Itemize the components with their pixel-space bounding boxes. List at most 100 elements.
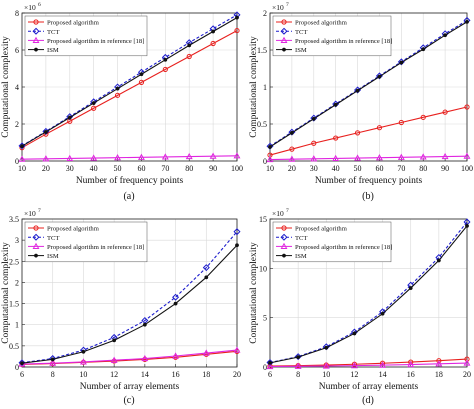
legend-marker-proposed xyxy=(281,19,287,25)
data-point-proposed xyxy=(138,79,145,85)
axis-exponent: 7 xyxy=(286,2,289,8)
series-line-ism xyxy=(21,244,238,364)
data-point-ref18 xyxy=(18,155,26,162)
legend-label-ism: ISM xyxy=(47,253,59,260)
data-point-ism xyxy=(443,33,448,38)
x-tick-label: 8 xyxy=(51,370,55,379)
legend-label-tct: TCT xyxy=(47,235,59,242)
legend-label-ref18: Proposed algorithm in reference [18] xyxy=(295,38,392,45)
data-point-ref18 xyxy=(266,155,274,163)
data-point-tct xyxy=(172,293,180,301)
y-tick-label: 0 xyxy=(263,363,267,372)
data-point-ism xyxy=(465,223,469,228)
series-line-proposed xyxy=(269,106,468,156)
data-point-ism xyxy=(289,130,294,135)
data-point-proposed xyxy=(210,40,216,47)
x-tick-label: 8 xyxy=(296,370,300,379)
panel-caption: (d) xyxy=(362,395,374,406)
series-ism xyxy=(20,15,239,149)
y-tick-label: 0 xyxy=(15,363,19,372)
legend-marker-ref18 xyxy=(32,242,40,249)
y-axis-title: Computational complexity xyxy=(249,36,259,138)
x-tick-label: 40 xyxy=(332,164,340,173)
legend-marker-tct xyxy=(280,27,288,35)
axis-exponent-base: ×10 xyxy=(24,209,36,218)
data-point-ref18 xyxy=(419,153,427,160)
panel-caption: (b) xyxy=(362,191,374,202)
legend-label-ism: ISM xyxy=(47,47,59,54)
data-point-proposed xyxy=(420,114,426,120)
data-point-ref18 xyxy=(332,154,340,161)
y-tick-label: 0.5 xyxy=(257,120,267,129)
series-ref18 xyxy=(266,359,471,370)
legend-label-ref18: Proposed algorithm in reference [18] xyxy=(47,244,144,251)
axis-exponent: 7 xyxy=(286,208,289,214)
axis-exponent-base: ×10 xyxy=(24,3,36,12)
data-point-ref18 xyxy=(141,354,149,362)
x-tick-label: 50 xyxy=(114,164,122,173)
series-line-ref18 xyxy=(269,362,468,368)
x-tick-label: 100 xyxy=(461,164,473,173)
data-point-ref18 xyxy=(185,152,193,160)
y-tick-label: 1.5 xyxy=(257,46,267,55)
data-point-ref18 xyxy=(294,362,302,369)
data-point-ref18 xyxy=(161,153,169,160)
x-axis-title: Number of frequency points xyxy=(315,175,423,186)
series-ism xyxy=(268,19,469,149)
data-point-ref18 xyxy=(42,155,50,162)
y-tick-label: 2 xyxy=(263,9,267,18)
data-point-tct xyxy=(294,353,302,361)
data-point-proposed xyxy=(464,104,470,110)
data-point-tct xyxy=(233,228,241,236)
legend-label-tct: TCT xyxy=(295,235,307,242)
y-tick-label: 8 xyxy=(15,9,19,18)
data-point-ism xyxy=(268,144,272,149)
y-tick-label: 3.5 xyxy=(9,215,19,224)
data-point-ism xyxy=(81,349,86,354)
panel-caption: (a) xyxy=(123,191,134,202)
series-ref18 xyxy=(266,152,471,163)
series-line-tct xyxy=(21,231,238,364)
legend-label-proposed: Proposed algorithm xyxy=(295,20,348,27)
legend-marker-ism xyxy=(282,253,286,258)
legend-label-ism: ISM xyxy=(295,47,307,54)
data-point-proposed xyxy=(354,130,361,136)
data-point-ref18 xyxy=(310,155,318,162)
data-point-proposed xyxy=(376,125,383,131)
chart-panel-3: 6 8 10 12 14 16 18 20 0 5 10 15 ×10 7 Number of array … xyxy=(249,208,471,406)
data-point-proposed xyxy=(398,119,404,126)
data-point-ism xyxy=(465,19,469,24)
data-point-ism xyxy=(43,130,48,134)
data-point-ism xyxy=(112,338,117,343)
series-line-tct xyxy=(269,19,468,147)
y-tick-label: 3 xyxy=(15,236,19,245)
legend-box xyxy=(24,221,148,263)
x-tick-label: 20 xyxy=(42,164,50,173)
y-tick-label: 2 xyxy=(15,278,19,287)
chart-panel-2: 6 8 10 12 14 16 18 20 0 0.5 1 1.5 2 2.5 3 3.5 ×10 7 Number… xyxy=(1,208,241,406)
legend-box xyxy=(272,15,392,57)
y-tick-label: 15 xyxy=(259,215,267,224)
x-tick-label: 6 xyxy=(20,370,24,379)
series-ref18 xyxy=(18,152,241,162)
x-tick-label: 70 xyxy=(161,164,169,173)
data-point-ism xyxy=(91,101,96,106)
series-line-ref18 xyxy=(21,155,238,160)
series-line-ism xyxy=(21,17,238,147)
data-point-ism xyxy=(296,355,301,360)
legend-label-tct: TCT xyxy=(295,29,307,36)
data-point-proposed xyxy=(289,146,295,152)
legend: Proposed algorithm TCT Proposed algorithm … xyxy=(272,221,392,263)
x-tick-label: 18 xyxy=(202,370,210,379)
data-point-ism xyxy=(408,286,413,291)
data-point-ref18 xyxy=(209,152,217,159)
data-point-ref18 xyxy=(463,152,471,159)
x-axis-title: Number of array elements xyxy=(319,381,419,392)
x-tick-label: 16 xyxy=(172,370,180,379)
legend-label-proposed: Proposed algorithm xyxy=(47,20,100,27)
data-point-proposed xyxy=(162,66,168,73)
legend-label-proposed: Proposed algorithm xyxy=(295,226,348,233)
data-point-ism xyxy=(173,301,178,306)
legend-label-ref18: Proposed algorithm in reference [18] xyxy=(295,244,392,251)
